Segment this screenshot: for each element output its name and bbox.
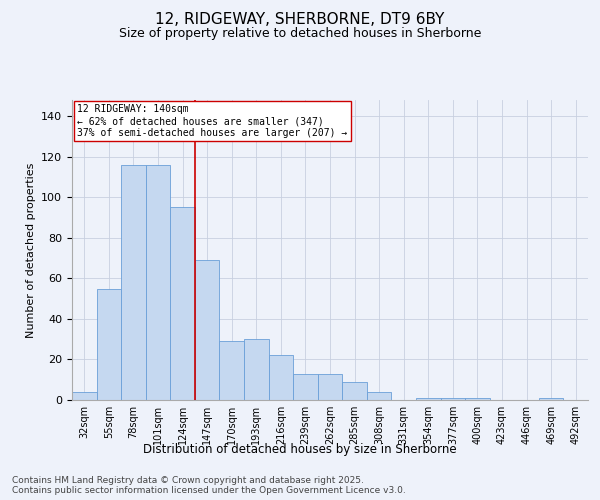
Text: 12 RIDGEWAY: 140sqm
← 62% of detached houses are smaller (347)
37% of semi-detac: 12 RIDGEWAY: 140sqm ← 62% of detached ho… xyxy=(77,104,347,138)
Bar xyxy=(539,398,563,400)
Bar xyxy=(72,392,97,400)
Text: Distribution of detached houses by size in Sherborne: Distribution of detached houses by size … xyxy=(143,442,457,456)
Bar xyxy=(170,208,195,400)
Bar xyxy=(244,339,269,400)
Bar xyxy=(440,398,465,400)
Text: Contains HM Land Registry data © Crown copyright and database right 2025.
Contai: Contains HM Land Registry data © Crown c… xyxy=(12,476,406,495)
Text: Size of property relative to detached houses in Sherborne: Size of property relative to detached ho… xyxy=(119,28,481,40)
Bar xyxy=(367,392,391,400)
Bar xyxy=(293,374,318,400)
Bar xyxy=(220,341,244,400)
Bar xyxy=(195,260,220,400)
Bar xyxy=(97,288,121,400)
Bar xyxy=(465,398,490,400)
Bar xyxy=(416,398,440,400)
Bar xyxy=(342,382,367,400)
Bar xyxy=(121,165,146,400)
Text: 12, RIDGEWAY, SHERBORNE, DT9 6BY: 12, RIDGEWAY, SHERBORNE, DT9 6BY xyxy=(155,12,445,28)
Bar xyxy=(146,165,170,400)
Bar xyxy=(269,356,293,400)
Y-axis label: Number of detached properties: Number of detached properties xyxy=(26,162,35,338)
Bar xyxy=(318,374,342,400)
